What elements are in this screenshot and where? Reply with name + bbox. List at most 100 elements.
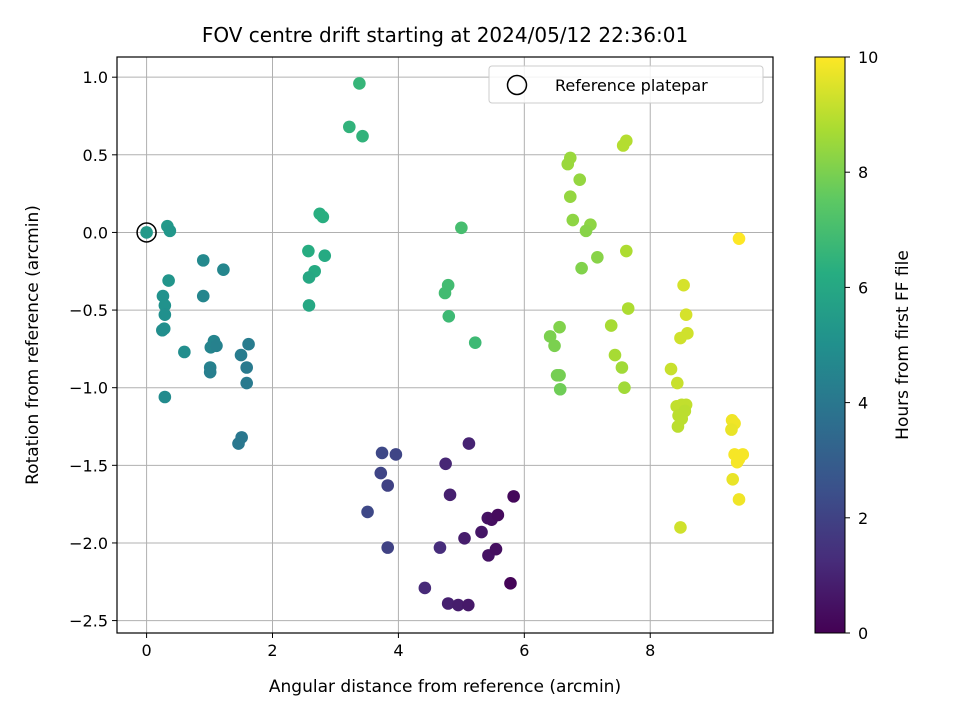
data-point: [732, 493, 746, 506]
y-tick-label: 0.5: [83, 146, 108, 165]
data-point: [217, 263, 230, 277]
data-point: [616, 139, 630, 152]
data-point: [242, 337, 255, 351]
data-point: [381, 479, 395, 492]
data-point: [451, 598, 465, 612]
data-point: [618, 381, 631, 394]
data-point: [674, 331, 687, 345]
data-point: [158, 308, 172, 322]
colorbar-tick-label: 0: [858, 624, 868, 643]
data-point: [455, 221, 468, 235]
y-tick-label: −1.0: [69, 379, 108, 398]
data-point: [375, 446, 389, 460]
data-point: [158, 299, 172, 312]
legend: Reference platepar: [488, 65, 764, 104]
y-tick-label: −0.5: [69, 301, 108, 320]
data-point: [442, 309, 456, 323]
x-axis-ticks: 0 2 4 6 8: [141, 633, 655, 660]
colorbar-tick-label: 10: [858, 48, 878, 67]
data-point: [433, 541, 447, 554]
data-point: [468, 336, 482, 349]
colorbar-tick-label: 2: [858, 509, 868, 528]
data-point: [443, 488, 457, 502]
y-axis-title: Rotation from reference (arcmin): [23, 205, 43, 485]
data-point: [548, 339, 561, 353]
data-point: [725, 423, 738, 436]
data-point: [671, 420, 685, 433]
data-point: [302, 299, 316, 312]
data-point: [302, 271, 316, 284]
legend-box: [488, 65, 764, 104]
y-tick-label: −2.5: [69, 612, 108, 631]
data-point: [553, 320, 566, 334]
data-point: [674, 521, 687, 534]
data-point: [240, 361, 253, 374]
data-point: [162, 274, 175, 287]
data-point: [240, 376, 253, 390]
data-point: [553, 368, 566, 382]
data-point: [561, 157, 575, 171]
data-point: [353, 77, 366, 90]
legend-label-reference-platepar: Reference platepar: [555, 76, 708, 95]
data-point: [439, 457, 452, 471]
data-point: [664, 362, 678, 376]
data-point: [491, 508, 505, 522]
data-point: [389, 448, 403, 461]
data-point: [575, 261, 588, 275]
x-tick-label: 4: [393, 641, 403, 660]
y-axis-ticks: 1.0 0.5 0.0 −0.5 −1.0 −1.5 −2.0 −2.5: [69, 68, 117, 631]
y-tick-label: −1.5: [69, 456, 108, 475]
data-point: [196, 254, 210, 267]
data-point: [615, 361, 629, 374]
y-tick-label: 0.0: [83, 223, 108, 242]
reference-platepar-marker: [136, 222, 157, 243]
data-point: [196, 289, 210, 303]
data-point: [553, 382, 567, 396]
data-point: [604, 319, 618, 332]
data-point: [461, 598, 475, 612]
data-point: [381, 541, 395, 554]
x-tick-label: 2: [267, 641, 277, 660]
data-point: [438, 286, 452, 300]
legend-reference-marker: [506, 74, 528, 96]
data-point: [361, 505, 374, 519]
data-point: [475, 525, 488, 539]
colorbar-frame: [814, 56, 846, 634]
y-tick-label: −2.0: [69, 534, 108, 553]
data-point: [462, 437, 476, 450]
data-points: [136, 77, 750, 612]
data-point: [302, 244, 315, 258]
data-point: [318, 249, 332, 263]
colorbar-gradient: [815, 57, 845, 633]
plot-area-frame: [116, 56, 774, 634]
data-point: [441, 597, 455, 610]
data-point: [507, 490, 520, 503]
data-point: [343, 120, 356, 134]
x-tick-label: 8: [645, 641, 655, 660]
colorbar: 0 2 4 6 8 10 Hours from first FF file: [814, 48, 913, 643]
data-point: [621, 302, 635, 315]
data-point: [374, 466, 388, 480]
data-point: [671, 376, 684, 390]
data-point: [203, 365, 217, 379]
data-point: [158, 390, 172, 404]
data-point: [579, 224, 593, 238]
data-point: [210, 339, 223, 353]
data-point: [316, 210, 330, 224]
data-point: [726, 472, 740, 486]
x-tick-label: 6: [519, 641, 529, 660]
data-point: [620, 244, 633, 258]
data-point: [591, 250, 604, 264]
data-point: [418, 581, 432, 595]
data-point: [563, 190, 577, 204]
data-point: [178, 345, 191, 359]
colorbar-tick-label: 8: [858, 163, 868, 182]
colorbar-title: Hours from first FF file: [893, 250, 913, 440]
chart-title: FOV centre drift starting at 2024/05/12 …: [202, 23, 688, 47]
colorbar-tick-label: 6: [858, 278, 868, 297]
data-point: [489, 542, 503, 556]
data-point: [232, 437, 245, 450]
data-point: [156, 323, 169, 337]
x-axis-title: Angular distance from reference (arcmin): [269, 677, 621, 697]
